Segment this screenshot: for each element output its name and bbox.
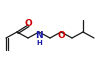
Text: O: O [57, 31, 65, 39]
Text: O: O [24, 18, 32, 28]
Text: H: H [36, 40, 42, 46]
Text: N: N [35, 31, 43, 41]
